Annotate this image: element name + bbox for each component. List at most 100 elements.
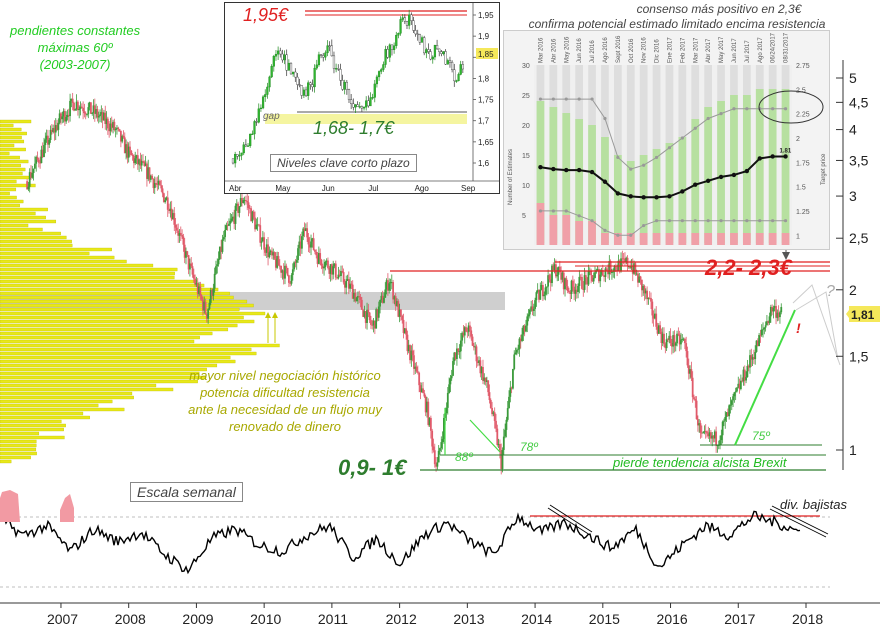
candle-body: [713, 431, 716, 439]
candle-body: [612, 271, 615, 273]
candle-body: [484, 377, 487, 382]
candle-body: [370, 320, 372, 325]
candle-body: [470, 330, 473, 337]
candle-body: [772, 307, 775, 312]
consensus-sell-bar: [652, 233, 661, 245]
angle-75-label: 75º: [752, 429, 770, 443]
candle-body: [166, 197, 169, 210]
candle-body: [545, 286, 548, 288]
candle-body: [353, 292, 355, 299]
volume-bar: [0, 219, 57, 224]
candle-body: [677, 333, 680, 335]
candle-body: [123, 137, 126, 154]
volume-bar: [0, 259, 127, 264]
volume-bar: [0, 411, 84, 416]
candle-body: [674, 343, 677, 346]
candle-body: [281, 270, 284, 273]
candle-body: [704, 431, 707, 432]
candle-body: [445, 407, 448, 414]
candle-body: [347, 279, 350, 289]
candle-body: [306, 228, 309, 238]
candle-body: [635, 273, 638, 275]
candle-body: [446, 392, 449, 408]
candle-body: [471, 336, 474, 346]
candle-body: [213, 273, 216, 289]
volume-bar: [0, 451, 37, 456]
volume-bar: [0, 415, 90, 420]
inset-body: [281, 53, 284, 61]
inset-body: [433, 45, 437, 58]
candle-body: [414, 366, 417, 369]
volume-bar: [0, 303, 254, 308]
candle-body: [91, 112, 94, 114]
inset-body: [270, 66, 273, 78]
candle-body: [385, 280, 388, 290]
candle-body: [569, 292, 572, 294]
candle-body: [82, 107, 85, 112]
candle-body: [436, 462, 439, 467]
candle-body: [472, 345, 475, 348]
candle-body: [406, 334, 409, 352]
candle-body: [773, 306, 776, 308]
inset-body: [459, 64, 462, 75]
consensus-buy-bar: [549, 107, 558, 243]
candle-body: [502, 436, 505, 450]
consensus-x-tick: Nov 2016: [642, 37, 648, 63]
candle-body: [255, 224, 258, 230]
inset-body: [261, 96, 265, 109]
candle-body: [694, 399, 697, 401]
consensus-buy-bar: [613, 155, 622, 243]
candle-body: [242, 200, 245, 204]
candle-body: [338, 274, 341, 276]
candle-body: [483, 377, 486, 381]
candle-body: [360, 299, 363, 310]
candle-body: [534, 300, 536, 309]
candle-body: [307, 237, 310, 245]
candle-body: [561, 272, 564, 280]
candle-body: [428, 417, 431, 425]
candle-body: [706, 431, 708, 434]
candle-body: [660, 331, 663, 344]
volume-bar: [0, 271, 175, 276]
inset-body: [304, 89, 308, 96]
candle-body: [633, 263, 635, 274]
price-candles: [26, 92, 783, 475]
candle-body: [168, 209, 170, 212]
candle-body: [523, 325, 526, 332]
candle-body: [112, 121, 114, 128]
volume-bar: [0, 423, 66, 428]
candle-body: [517, 349, 520, 351]
candle-body: [751, 357, 754, 360]
candle-body: [207, 309, 210, 319]
volume-bar: [0, 243, 73, 248]
max-slope-annotation: pendientes constantes máximas 60º (2003-…: [10, 23, 141, 72]
candle-body: [613, 265, 616, 272]
inset-body: [242, 144, 245, 154]
inset-y-label: 1,75: [478, 96, 494, 105]
volume-bar: [0, 347, 252, 352]
resistance-label: 2,2- 2,3€: [705, 255, 792, 280]
inset-body: [444, 51, 447, 65]
candle-body: [393, 296, 396, 300]
inset-body: [285, 54, 288, 71]
inset-body: [287, 62, 290, 71]
inset-body: [257, 108, 260, 123]
inset-body: [362, 106, 366, 109]
candle-body: [652, 315, 655, 319]
candle-body: [61, 116, 64, 120]
candle-body: [716, 445, 719, 446]
candle-body: [354, 292, 357, 302]
candle-body: [271, 250, 273, 256]
candle-body: [375, 309, 378, 329]
candle-body: [575, 289, 578, 292]
candle-body: [316, 255, 319, 264]
candle-body: [233, 216, 236, 224]
time-tick-label: 2017: [724, 611, 755, 627]
volume-bar: [0, 299, 248, 304]
candle-body: [614, 265, 617, 270]
candle-body: [582, 288, 585, 290]
inset-body: [294, 71, 297, 78]
candle-body: [474, 346, 477, 348]
candle-body: [351, 284, 354, 299]
consensus-buy-bar: [665, 143, 674, 243]
